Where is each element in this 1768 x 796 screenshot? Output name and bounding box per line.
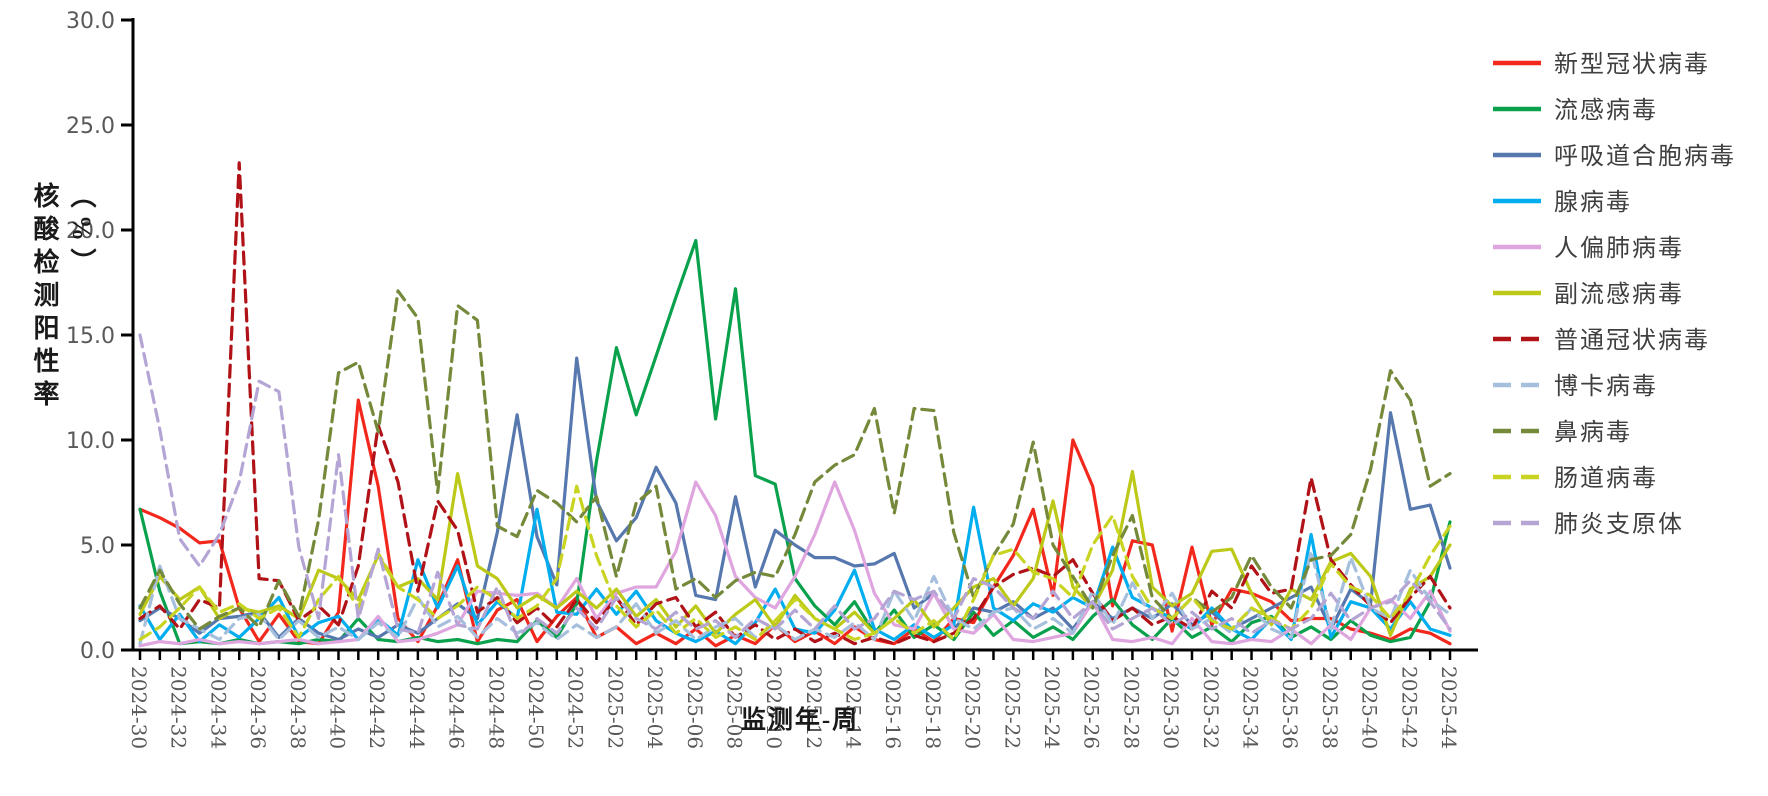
y-tick-label: 0.0 [80, 639, 115, 664]
x-tick-label: 2024-46 [445, 666, 469, 749]
x-tick-label: 2024-44 [405, 666, 429, 749]
series-line-博卡病毒 [138, 549, 1452, 646]
x-tick-label: 2025-32 [1199, 666, 1223, 749]
x-tick-label: 2024-50 [524, 666, 548, 749]
legend-label: 普通冠状病毒 [1554, 326, 1710, 354]
y-tick-label: 30.0 [66, 9, 115, 34]
y-tick-label: 15.0 [66, 324, 115, 349]
y-tick-label: 20.0 [66, 219, 115, 244]
x-tick-label: 2024-34 [206, 666, 230, 749]
series-line-普通冠状病毒 [138, 161, 1452, 646]
x-tick-label: 2025-28 [1119, 666, 1143, 749]
legend-label: 人偏肺病毒 [1554, 234, 1684, 262]
x-tick-label: 2025-34 [1239, 666, 1263, 749]
x-tick-label: 2025-16 [881, 666, 905, 749]
x-tick-label: 2025-42 [1397, 666, 1421, 749]
series-line-流感病毒 [138, 238, 1452, 646]
y-tick-label: 5.0 [80, 534, 115, 559]
legend-label: 呼吸道合胞病毒 [1554, 142, 1736, 170]
x-tick-label: 2024-32 [167, 666, 191, 749]
series-line-肺炎支原体 [138, 333, 1452, 640]
x-tick-label: 2024-48 [484, 666, 508, 749]
x-tick-label: 2025-40 [1358, 666, 1382, 749]
x-tick-label: 2025-24 [1040, 666, 1064, 749]
y-tick-label: 10.0 [66, 429, 115, 454]
x-tick-label: 2025-10 [762, 666, 786, 749]
x-tick-label: 2025-14 [842, 666, 866, 749]
y-axis-title: 核酸检测阳性率（%） [30, 182, 96, 413]
x-axis-title: 监测年-周 [740, 707, 860, 734]
x-tick-label: 2025-22 [1000, 666, 1024, 749]
x-tick-label: 2025-30 [1159, 666, 1183, 749]
y-tick-label: 25.0 [66, 114, 115, 139]
x-tick-label: 2025-36 [1278, 666, 1302, 749]
x-tick-label: 2024-38 [286, 666, 310, 749]
x-tick-label: 2024-52 [564, 666, 588, 749]
x-tick-label: 2025-44 [1437, 666, 1461, 749]
x-tick-label: 2025-38 [1318, 666, 1342, 749]
legend-label: 鼻病毒 [1554, 418, 1632, 446]
series-line-鼻病毒 [138, 289, 1452, 631]
x-tick-label: 2024-36 [246, 666, 270, 749]
series-line-新型冠状病毒 [138, 398, 1452, 648]
x-tick-label: 2025-08 [722, 666, 746, 749]
legend-label: 副流感病毒 [1554, 280, 1684, 308]
legend-label: 肺炎支原体 [1554, 510, 1684, 538]
legend-label: 流感病毒 [1554, 96, 1658, 124]
x-tick-label: 2025-26 [1080, 666, 1104, 749]
x-tick-label: 2025-20 [961, 666, 985, 749]
x-tick-label: 2024-40 [325, 666, 349, 749]
x-tick-label: 2025-18 [921, 666, 945, 749]
series-line-副流感病毒 [138, 469, 1452, 637]
x-tick-label: 2025-12 [802, 666, 826, 749]
x-tick-label: 2025-04 [643, 666, 667, 749]
legend-label: 新型冠状病毒 [1554, 50, 1710, 78]
legend-label: 腺病毒 [1554, 188, 1632, 216]
x-tick-label: 2025-06 [683, 666, 707, 749]
x-tick-label: 2025-02 [603, 666, 627, 749]
legend-label: 博卡病毒 [1554, 372, 1658, 400]
x-tick-label: 2024-30 [127, 666, 151, 749]
x-tick-label: 2024-42 [365, 666, 389, 749]
legend-label: 肠道病毒 [1554, 464, 1658, 492]
